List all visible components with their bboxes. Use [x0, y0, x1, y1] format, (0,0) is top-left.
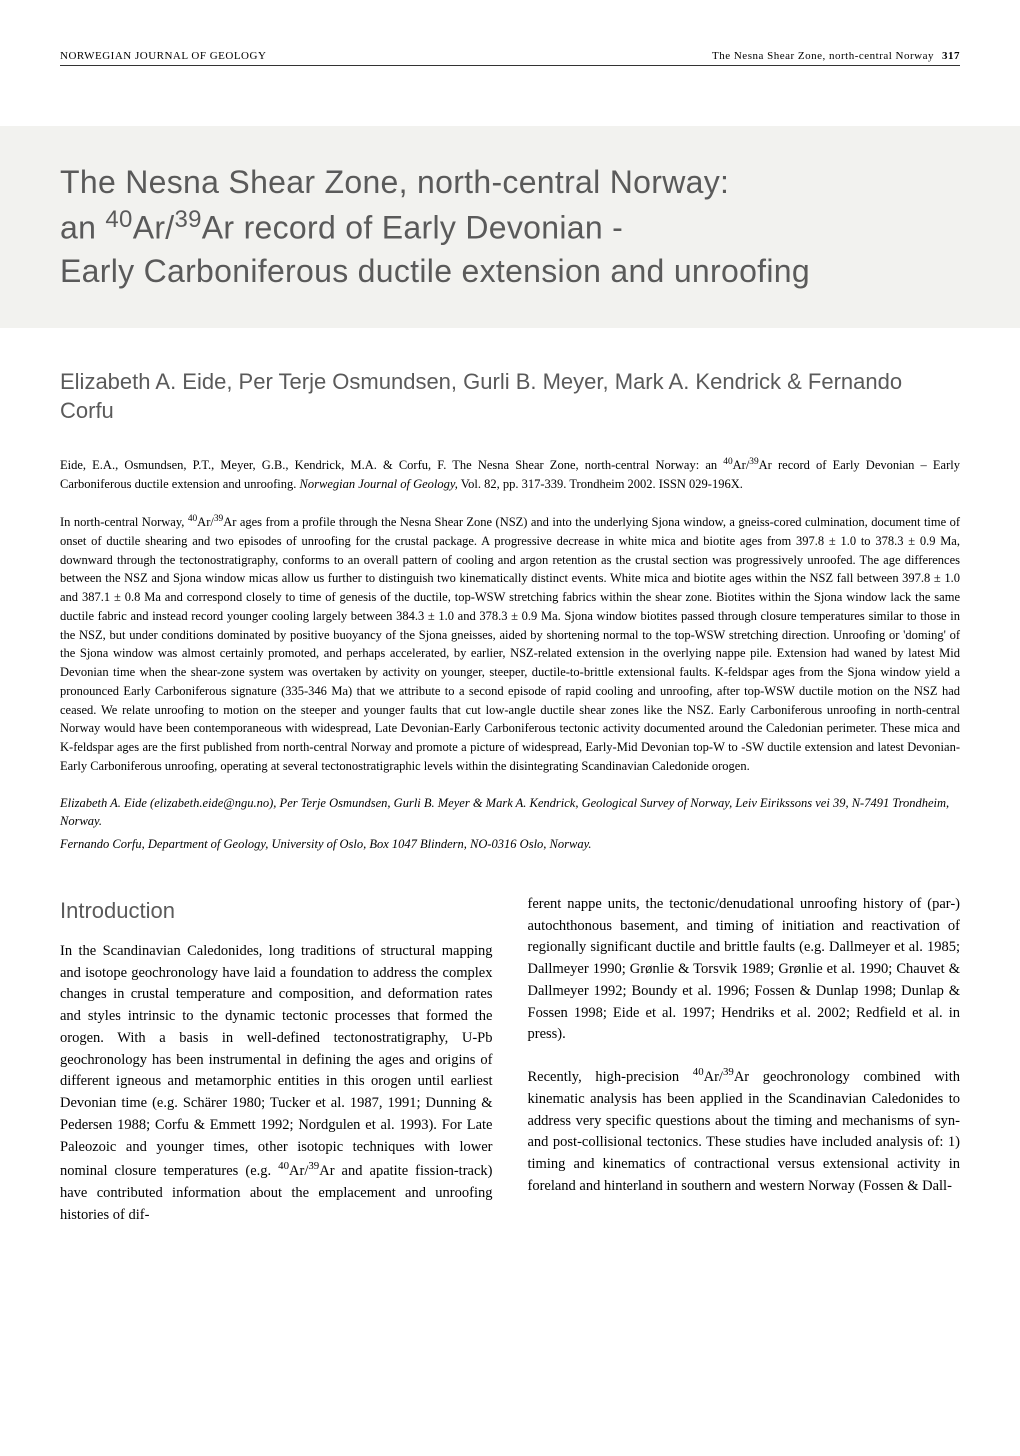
title-line2-post: Ar record of Early Devonian - — [202, 210, 623, 246]
col2-c: Ar geochronology combined with kinematic… — [528, 1069, 961, 1194]
citation-mid1: Ar/ — [733, 459, 750, 473]
body-columns: Introduction In the Scandinavian Caledon… — [60, 894, 960, 1227]
title-sup-40: 40 — [105, 206, 132, 233]
body-paragraph-1: In the Scandinavian Caledonides, long tr… — [60, 941, 493, 1227]
col1-a: In the Scandinavian Caledonides, long tr… — [60, 943, 493, 1179]
abstract-sup2: 39 — [214, 514, 223, 524]
column-right: ferent nappe units, the tectonic/denudat… — [528, 894, 961, 1227]
title-line1: The Nesna Shear Zone, north-central Norw… — [60, 164, 729, 200]
citation-journal: Norwegian Journal of Geology, — [300, 477, 458, 491]
header-right: The Nesna Shear Zone, north-central Norw… — [712, 50, 960, 62]
col1-sup2: 39 — [308, 1160, 319, 1172]
journal-name: NORWEGIAN JOURNAL OF GEOLOGY — [60, 50, 266, 62]
col2-sup1: 40 — [693, 1066, 704, 1078]
title-line3: Early Carboniferous ductile extension an… — [60, 253, 810, 289]
page-number: 317 — [942, 50, 960, 62]
running-header: NORWEGIAN JOURNAL OF GEOLOGY The Nesna S… — [60, 50, 960, 66]
col2-a: Recently, high-precision — [528, 1069, 693, 1085]
citation-vol: Vol. 82, pp. 317-339. Trondheim 2002. IS… — [458, 477, 743, 491]
author-affiliation-1: Elizabeth A. Eide (elizabeth.eide@ngu.no… — [60, 794, 960, 832]
citation-block: Eide, E.A., Osmundsen, P.T., Meyer, G.B.… — [60, 455, 960, 494]
running-title: The Nesna Shear Zone, north-central Norw… — [712, 50, 934, 62]
body-paragraph-2: ferent nappe units, the tectonic/denudat… — [528, 894, 961, 1046]
col1-b: Ar/ — [289, 1163, 308, 1179]
article-title: The Nesna Shear Zone, north-central Norw… — [60, 161, 960, 293]
col2-sup2: 39 — [723, 1066, 734, 1078]
body-paragraph-3: Recently, high-precision 40Ar/39Ar geoch… — [528, 1064, 961, 1197]
citation-sup2: 39 — [749, 457, 758, 467]
title-line2-mid: Ar/ — [133, 210, 175, 246]
abstract-sup1: 40 — [188, 514, 197, 524]
title-block: The Nesna Shear Zone, north-central Norw… — [0, 126, 1020, 328]
col2-b: Ar/ — [704, 1069, 723, 1085]
citation-sup1: 40 — [723, 457, 732, 467]
citation-authors: Eide, E.A., Osmundsen, P.T., Meyer, G.B.… — [60, 459, 723, 473]
abstract-c: Ar ages from a profile through the Nesna… — [60, 515, 960, 773]
author-affiliation-2: Fernando Corfu, Department of Geology, U… — [60, 835, 960, 854]
authors-list: Elizabeth A. Eide, Per Terje Osmundsen, … — [60, 368, 960, 425]
title-line2-pre: an — [60, 210, 105, 246]
col1-sup1: 40 — [278, 1160, 289, 1172]
column-left: Introduction In the Scandinavian Caledon… — [60, 894, 493, 1227]
title-sup-39: 39 — [174, 206, 201, 233]
abstract-b: Ar/ — [197, 515, 214, 529]
abstract-block: In north-central Norway, 40Ar/39Ar ages … — [60, 512, 960, 776]
introduction-heading: Introduction — [60, 894, 493, 927]
abstract-a: In north-central Norway, — [60, 515, 188, 529]
